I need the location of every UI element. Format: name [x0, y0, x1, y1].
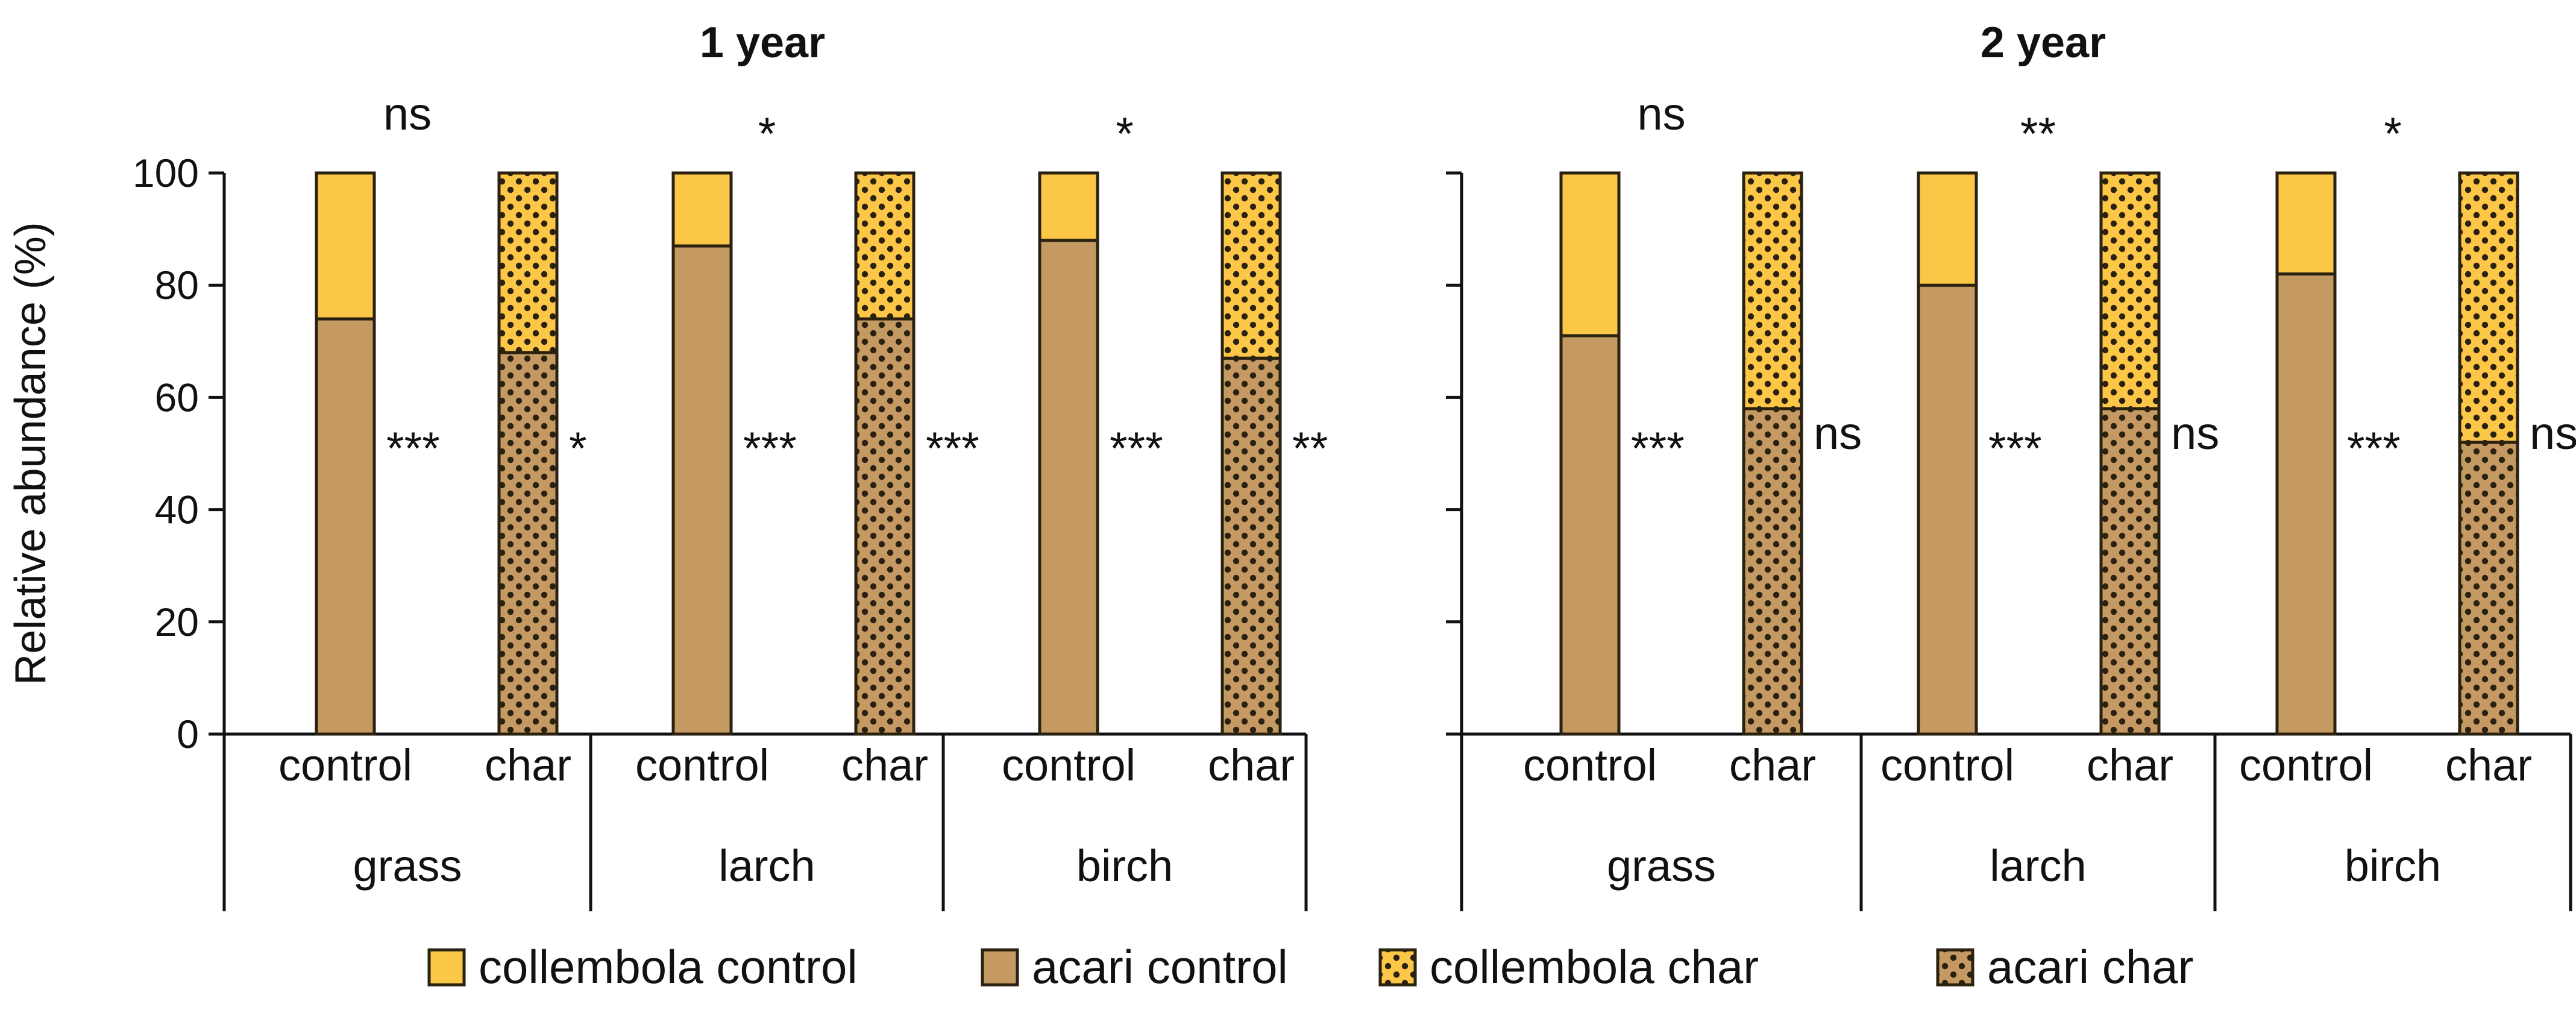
bar-acari-char — [497, 351, 559, 736]
bar-significance: ns — [1814, 408, 1862, 459]
legend-label: collembola char — [1430, 940, 1759, 993]
bar-significance: ns — [2171, 408, 2219, 459]
bar-acari-control — [2275, 272, 2337, 736]
group-significance: ** — [2020, 108, 2056, 160]
bar-category-label: char — [2445, 740, 2532, 790]
y-tick-label: 40 — [155, 488, 199, 532]
bar-category-label: control — [278, 740, 412, 790]
bar-category-label: char — [485, 740, 571, 790]
group-label: larch — [1990, 841, 2086, 891]
bar-acari-control — [1917, 283, 1978, 736]
bar-collembola-control — [671, 171, 733, 248]
group-label: birch — [1076, 841, 1173, 891]
bar-category-label: control — [1523, 740, 1657, 790]
bar-acari-control — [315, 317, 376, 736]
bar-collembola-control — [315, 171, 376, 321]
legend-swatch — [1936, 948, 1974, 987]
legend-label: collembola control — [479, 940, 858, 993]
bar-collembola-char — [2458, 171, 2519, 444]
bar-collembola-control — [2275, 171, 2337, 276]
legend: collembola control acari control collembol… — [427, 940, 2193, 993]
y-tick-label: 20 — [155, 600, 199, 644]
bar-collembola-control — [1917, 171, 1978, 287]
bar-significance: *** — [1631, 423, 1685, 474]
y-tick-label: 80 — [155, 263, 199, 307]
bar-collembola-control — [1038, 171, 1099, 242]
bar-category-label: char — [841, 740, 928, 790]
bar-collembola-char — [854, 171, 916, 321]
bar-collembola-char — [1220, 171, 1282, 360]
group-label: grass — [353, 841, 462, 891]
bar-acari-control — [1559, 334, 1621, 736]
bar-collembola-control — [1559, 171, 1621, 338]
bar-significance: *** — [1988, 423, 2042, 474]
group-significance: * — [2384, 108, 2402, 160]
group-significance: ns — [383, 89, 432, 140]
bar-category-label: control — [635, 740, 769, 790]
bar-category-label: char — [1208, 740, 1295, 790]
bar-collembola-char — [2099, 171, 2161, 410]
bar-significance: * — [569, 423, 587, 474]
bar-significance: *** — [743, 423, 797, 474]
group-label: birch — [2345, 841, 2441, 891]
panel-title: 1 year — [700, 19, 825, 67]
y-axis-label: Relative abundance (%) — [7, 222, 55, 685]
bar-collembola-char — [1742, 171, 1803, 410]
bar-acari-char — [1220, 356, 1282, 736]
bar-acari-control — [1038, 239, 1099, 736]
bar-category-label: char — [2087, 740, 2173, 790]
bar-acari-char — [854, 317, 916, 736]
y-tick-label: 60 — [155, 375, 199, 419]
legend-swatch — [427, 948, 466, 987]
group-label: larch — [718, 841, 815, 891]
legend-label: acari char — [1987, 940, 2193, 993]
group-significance: * — [1116, 108, 1134, 160]
group-significance: * — [758, 108, 776, 160]
bar-acari-char — [2458, 441, 2519, 736]
legend-swatch — [1378, 948, 1417, 987]
legend-swatch — [981, 948, 1019, 987]
bar-significance: ** — [1292, 423, 1328, 474]
bar-category-label: control — [2239, 740, 2373, 790]
bar-significance: *** — [926, 423, 979, 474]
group-label: grass — [1607, 841, 1716, 891]
bar-category-label: control — [1002, 740, 1136, 790]
bar-significance: *** — [386, 423, 440, 474]
bar-category-label: char — [1729, 740, 1816, 790]
bar-category-label: control — [1880, 740, 2014, 790]
legend-label: acari control — [1032, 940, 1288, 993]
bar-significance: *** — [2347, 423, 2401, 474]
y-tick-label: 0 — [177, 712, 199, 756]
panel-title: 2 year — [1981, 19, 2106, 67]
y-tick-label: 100 — [133, 151, 199, 195]
bar-acari-char — [2099, 407, 2161, 736]
bar-significance: *** — [1110, 423, 1163, 474]
bar-acari-char — [1742, 407, 1803, 736]
group-significance: ns — [1637, 89, 1685, 140]
bar-acari-control — [671, 244, 733, 736]
bar-significance: ns — [2530, 408, 2576, 459]
bar-collembola-char — [497, 171, 559, 354]
